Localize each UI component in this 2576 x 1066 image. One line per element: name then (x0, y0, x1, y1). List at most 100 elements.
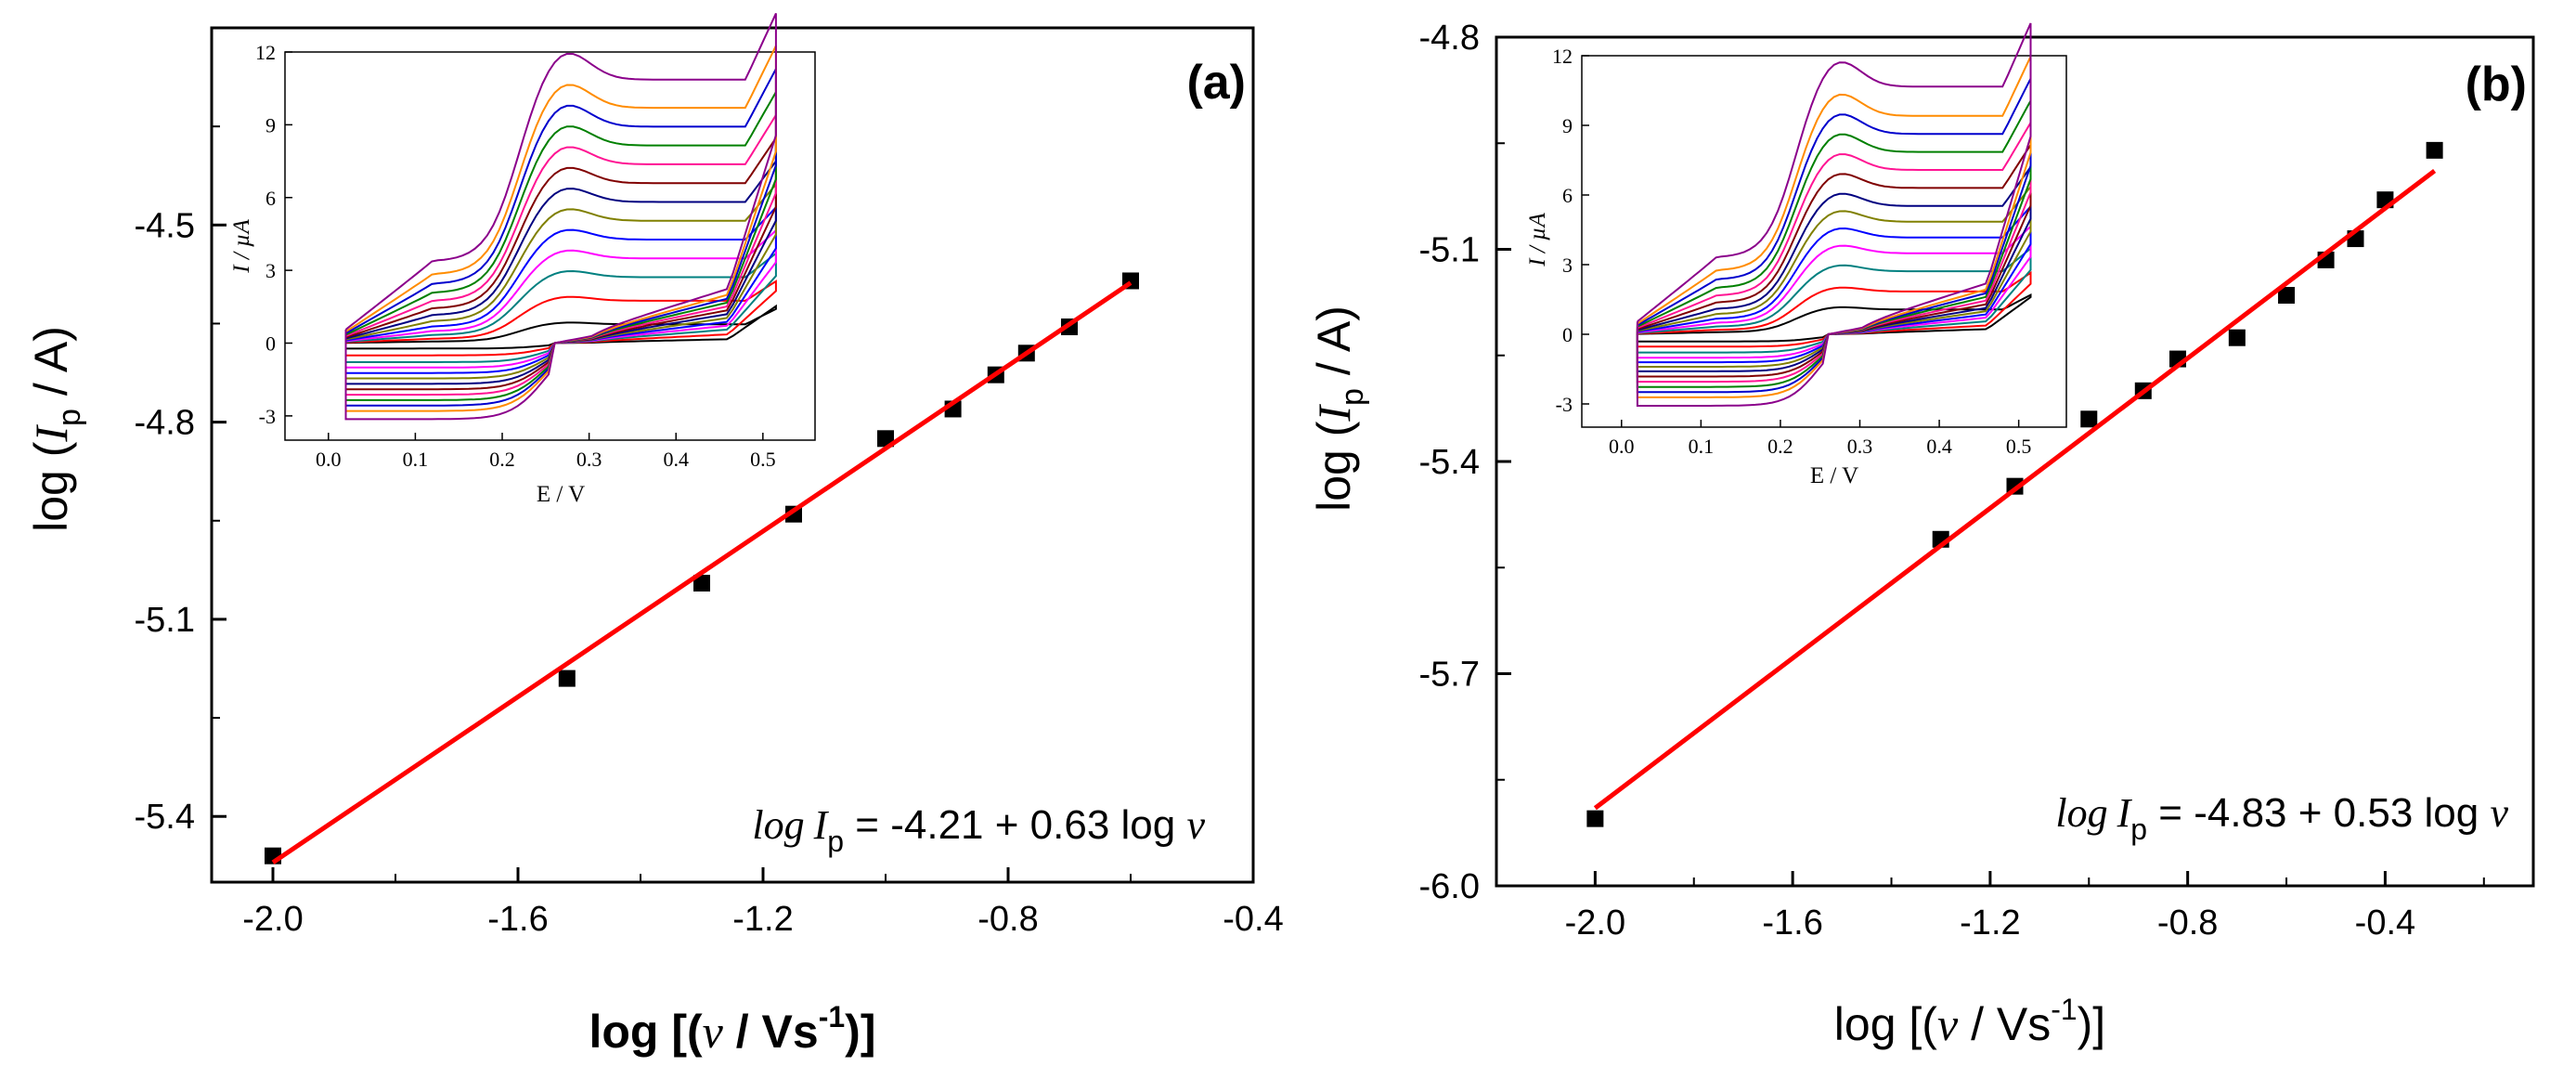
panel-b-eq-rhs-symbol: v (2490, 790, 2508, 836)
panel-a-inset-curve (344, 68, 777, 407)
panel-a-inset-xtick-label: 0.0 (316, 448, 342, 471)
panel-a-eq-rhs-symbol: v (1186, 802, 1205, 848)
panel-b-inset-curve (1636, 163, 2032, 372)
panel-b-xtick-label: -0.8 (2157, 904, 2218, 942)
panel-b-inset-ytick-label: -3 (1556, 393, 1573, 416)
panel-a-inset-xtick-label: 0.3 (576, 448, 602, 471)
panel-a-ytick-label: -5.4 (135, 798, 195, 837)
panel-b-inset-curves (1636, 22, 2032, 407)
panel-b-fit (1593, 168, 2437, 811)
panel-a-xlabel-prefix: log [( (589, 1006, 704, 1058)
panel-a-inset-curve (344, 135, 777, 391)
panel-a-ytick-label: -4.5 (135, 206, 195, 245)
panel-b-inset-ylabel: I / µA (1525, 213, 1550, 267)
panel-b-data-point (2080, 410, 2098, 428)
panel-a-ylabel: log (Ip / A) (25, 326, 87, 532)
panel-b-xlabel-superscript: -1 (2051, 993, 2077, 1026)
panel-b-inset-curve (1636, 184, 2032, 368)
panel-b-ytick-label: -5.1 (1419, 231, 1480, 270)
panel-a-xlabel-suffix: )] (845, 1006, 875, 1058)
panel-b-ylabel-symbol: I (1308, 404, 1360, 422)
panel-a-inset-curve (344, 251, 777, 363)
panel-a-inset-yticks: -3 0 3 6 9 12 (255, 41, 292, 428)
panel-a-inset-curves (344, 12, 777, 421)
panel-a-frame (210, 26, 1255, 884)
panel-a-inset-xtick-label: 0.2 (489, 448, 515, 471)
panel-b-inset-curve (1636, 141, 2032, 378)
panel-b-data-point (1586, 810, 1604, 827)
panel-a-data-point (877, 430, 894, 448)
panel-a-eq-subscript: p (827, 825, 844, 858)
panel-b-xtick-label: -1.6 (1762, 904, 1822, 942)
panel-b-ylabel-subscript: p (1335, 388, 1370, 406)
panel-b-inset-ytick-label: 12 (1552, 45, 1573, 68)
panel-b-xtick-label: -2.0 (1565, 904, 1625, 942)
panel-b-inset-frame (1581, 55, 2067, 428)
panel-a-eq-symbol: I (813, 802, 830, 848)
panel-a-ylabel-subscript: p (52, 409, 87, 426)
panel-b-fit-line (1593, 168, 2437, 811)
panel-b-eq-log: log (2055, 790, 2107, 836)
panel-a-inset-curve (344, 181, 777, 380)
panel-b-ytick-label: -6.0 (1419, 867, 1480, 906)
panel-b-inset-xticks: 0.0 0.1 0.2 0.3 0.4 0.5 (1609, 420, 2031, 458)
panel-b-inset-xtick-label: 0.1 (1689, 435, 1715, 458)
panel-a-inset-ytick-label: 3 (265, 259, 276, 282)
panel-b-inset: 0.0 0.1 0.2 0.3 0.4 0.5 -3 0 3 6 9 12 E / V I / µA (1525, 22, 2067, 488)
panel-a-inset-ylabel: I / µA (229, 219, 254, 274)
panel-a-ylabel-symbol: I (25, 424, 77, 443)
panel-a-xtick-label: -2.0 (242, 900, 303, 939)
panel-b-inset-curve (1636, 119, 2032, 384)
panel-b-inset-curve (1636, 292, 2032, 343)
panel-b-data-point (2228, 329, 2246, 346)
panel-a-inset-ytick-label: 9 (265, 113, 276, 136)
panel-a-inset-curve (344, 228, 777, 369)
panel-b-inset-curve (1636, 100, 2032, 388)
panel-a-xlabel-middle: / Vs (723, 1006, 819, 1058)
panel-a-inset-curve (344, 45, 777, 412)
panel-b-xlabel-suffix: )] (2078, 998, 2106, 1050)
panel-a-eq-log: log (752, 802, 804, 848)
panel-a-inset-curve (344, 88, 777, 401)
panel-b-points (1586, 141, 2443, 827)
panel-a-inset-curve (344, 280, 777, 357)
panel-a-inset: 0.0 0.1 0.2 0.3 0.4 0.5 -3 0 3 6 9 12 E / V I / µA (229, 12, 816, 507)
panel-a-inset-ytick-label: 6 (265, 187, 276, 210)
panel-a-xtick-label: -1.6 (487, 900, 548, 939)
panel-a-fit (271, 280, 1133, 864)
panel-a: -2.0 -1.6 -1.2 -0.8 -0.4 -5.4 -5.1 -4.8 -4.5 (a… (25, 12, 1284, 1058)
panel-a-inset-curve (344, 12, 777, 421)
panel-a-inset-xtick-label: 0.5 (750, 448, 776, 471)
panel-a-xlabel: log [(v / Vs-1)] (589, 1000, 876, 1058)
panel-a-xlabel-superscript: -1 (819, 1000, 845, 1034)
panel-a-fit-line (271, 280, 1133, 864)
panel-a-inset-curve (344, 158, 777, 385)
panel-a-xlabel-symbol: v (703, 1006, 724, 1058)
panel-a-xticks: -2.0 -1.6 -1.2 -0.8 -0.4 (242, 867, 1284, 939)
panel-a-data-point (693, 575, 710, 592)
panel-a-ytick-label: -5.1 (135, 601, 195, 640)
panel-b-eq-symbol: I (2116, 790, 2133, 836)
panel-b-ytick-label: -4.8 (1419, 19, 1480, 58)
panel-b-inset-ytick-label: 0 (1562, 323, 1573, 346)
panel-b-inset-xtick-label: 0.3 (1847, 435, 1873, 458)
panel-b-inset-xtick-label: 0.0 (1609, 435, 1635, 458)
panel-b-label: (b) (2466, 58, 2527, 111)
panel-a-inset-xlabel: E / V (537, 482, 585, 507)
panel-a-inset-xtick-label: 0.1 (403, 448, 429, 471)
panel-a-inset-curve (344, 304, 777, 350)
panel-b-ytick-label: -5.4 (1419, 443, 1480, 482)
panel-b-inset-curve (1636, 203, 2032, 364)
panel-a-ytick-label: -4.8 (135, 404, 195, 443)
panel-b-xlabel-prefix: log [( (1834, 998, 1938, 1050)
panel-a-inset-curve (344, 204, 777, 374)
panel-b-xlabel: log [(v / Vs-1)] (1834, 993, 2105, 1050)
panel-b-inset-xtick-label: 0.2 (1767, 435, 1793, 458)
panel-a-ylabel-suffix: / A) (25, 326, 77, 409)
panel-a-equation: log Ip = -4.21 + 0.63 log v (752, 802, 1205, 858)
panel-a-ylabel-prefix: log ( (25, 441, 77, 532)
panel-b-eq-rhs: = -4.83 + 0.53 log (2147, 790, 2490, 836)
panel-b-inset-curve (1636, 22, 2032, 407)
panel-b-ylabel: log (Ip / A) (1308, 306, 1370, 512)
